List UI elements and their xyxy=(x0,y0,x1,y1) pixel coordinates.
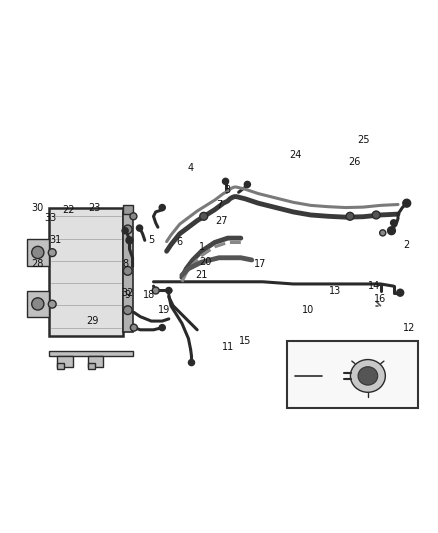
Text: 15: 15 xyxy=(239,336,251,346)
Circle shape xyxy=(166,287,172,294)
Ellipse shape xyxy=(350,360,385,392)
Text: 31: 31 xyxy=(49,235,61,245)
Bar xyxy=(27,291,49,317)
Text: 24: 24 xyxy=(289,150,302,160)
Circle shape xyxy=(188,359,194,366)
Circle shape xyxy=(200,212,208,220)
Bar xyxy=(57,356,73,367)
Text: 11: 11 xyxy=(222,342,234,352)
Bar xyxy=(88,362,95,369)
Text: 25: 25 xyxy=(357,135,369,145)
Circle shape xyxy=(244,181,251,188)
Text: 19: 19 xyxy=(158,305,170,315)
Ellipse shape xyxy=(358,367,378,385)
Text: 8: 8 xyxy=(122,260,128,269)
Text: 4: 4 xyxy=(187,163,194,173)
Text: 33: 33 xyxy=(45,214,57,223)
Text: 13: 13 xyxy=(328,286,341,295)
Circle shape xyxy=(403,199,411,207)
Bar xyxy=(57,362,64,369)
Text: 12: 12 xyxy=(403,322,415,333)
Text: 16: 16 xyxy=(374,294,387,304)
Text: 21: 21 xyxy=(195,270,208,280)
Bar xyxy=(88,356,103,367)
Text: 6: 6 xyxy=(177,238,183,247)
Text: 2: 2 xyxy=(404,240,410,249)
Circle shape xyxy=(137,225,143,231)
Bar xyxy=(123,205,133,214)
Circle shape xyxy=(126,237,133,244)
Circle shape xyxy=(397,289,404,296)
Circle shape xyxy=(48,300,56,308)
Circle shape xyxy=(130,213,137,220)
Text: 9: 9 xyxy=(124,290,131,300)
Circle shape xyxy=(388,227,396,235)
Circle shape xyxy=(131,324,138,331)
Circle shape xyxy=(124,306,132,314)
Circle shape xyxy=(48,249,56,256)
Circle shape xyxy=(152,287,159,294)
Circle shape xyxy=(159,325,165,330)
Text: 14: 14 xyxy=(368,281,380,291)
Text: 20: 20 xyxy=(200,257,212,267)
Text: 29: 29 xyxy=(86,316,99,326)
Text: 27: 27 xyxy=(215,216,227,225)
Text: 28: 28 xyxy=(32,260,44,269)
Text: 7: 7 xyxy=(216,200,222,211)
Text: 26: 26 xyxy=(348,157,360,167)
Circle shape xyxy=(391,220,397,226)
Text: 1: 1 xyxy=(198,242,205,252)
Circle shape xyxy=(32,298,44,310)
Circle shape xyxy=(346,212,354,220)
Text: 5: 5 xyxy=(148,235,155,245)
Circle shape xyxy=(159,205,165,211)
Circle shape xyxy=(124,266,132,275)
Bar xyxy=(287,341,418,408)
Text: 17: 17 xyxy=(254,260,267,269)
Text: 32: 32 xyxy=(121,288,134,298)
Bar xyxy=(123,212,133,332)
Text: 10: 10 xyxy=(302,305,314,315)
Text: 23: 23 xyxy=(88,203,101,213)
Text: 30: 30 xyxy=(32,203,44,213)
Circle shape xyxy=(372,211,380,219)
Circle shape xyxy=(122,228,128,234)
Bar xyxy=(49,207,123,336)
Circle shape xyxy=(124,225,132,234)
Text: 22: 22 xyxy=(62,205,74,215)
Bar xyxy=(49,351,133,356)
Text: 18: 18 xyxy=(143,290,155,300)
Circle shape xyxy=(380,230,386,236)
Text: 3: 3 xyxy=(225,185,231,195)
Bar xyxy=(27,239,49,265)
Circle shape xyxy=(223,179,229,184)
Circle shape xyxy=(32,246,44,259)
